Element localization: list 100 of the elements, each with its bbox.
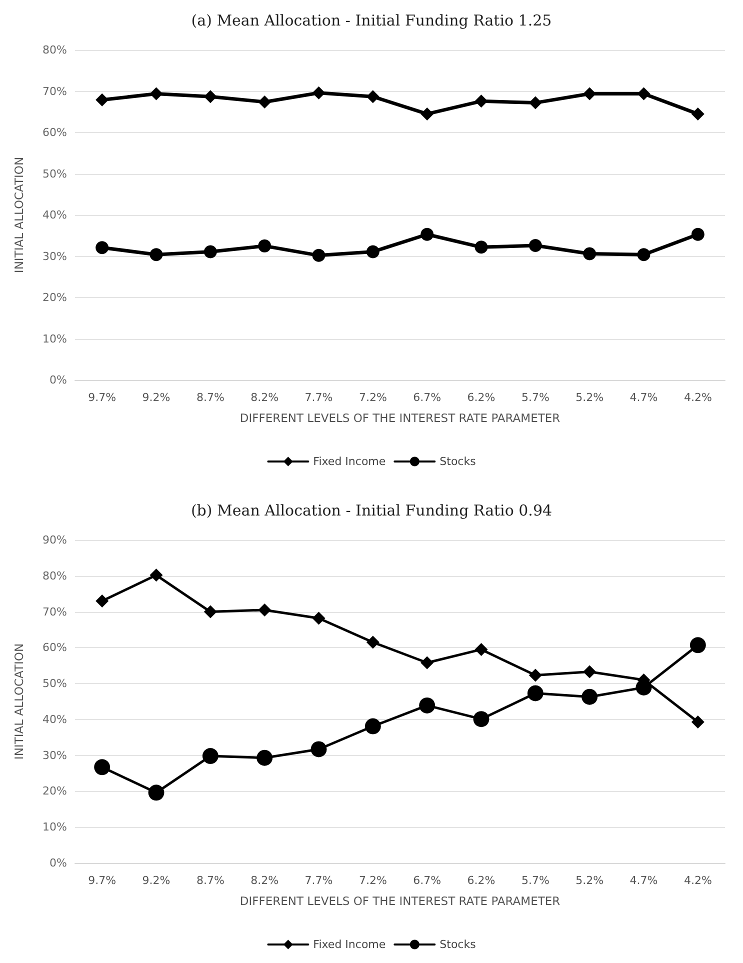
point	[474, 240, 488, 254]
y-tick-label: 60%	[42, 126, 67, 139]
point	[691, 228, 704, 241]
point	[96, 93, 109, 106]
point	[420, 228, 434, 241]
chart-title: (a) Mean Allocation - Initial Funding Ratio 1.25	[191, 12, 552, 30]
x-tick-label: 4.2%	[684, 391, 712, 404]
y-tick-label: 20%	[42, 291, 67, 304]
x-tick-label: 5.2%	[576, 874, 604, 887]
y-tick-label: 10%	[42, 332, 67, 346]
y-tick-label: 10%	[42, 820, 67, 834]
y-tick-label: 50%	[42, 167, 67, 180]
point	[96, 241, 109, 254]
chart-title: (b) Mean Allocation - Initial Funding Ratio 0.94	[190, 502, 552, 520]
legend-label: Stocks	[440, 455, 476, 468]
point	[96, 594, 109, 608]
point	[528, 96, 542, 110]
point	[364, 718, 381, 734]
point	[256, 750, 273, 766]
x-tick-label: 7.2%	[358, 391, 387, 404]
point	[94, 759, 110, 776]
point	[258, 95, 272, 108]
y-tick-label: 90%	[42, 534, 67, 546]
point	[204, 245, 217, 258]
point	[420, 656, 434, 670]
point	[419, 697, 436, 714]
point	[583, 247, 596, 260]
point	[637, 248, 650, 262]
point	[583, 665, 596, 678]
point	[150, 568, 163, 582]
point	[474, 94, 488, 108]
x-tick-label: 7.2%	[358, 874, 387, 887]
y-tick-label: 30%	[42, 748, 67, 762]
point	[202, 748, 218, 764]
x-tick-label: 6.2%	[467, 874, 496, 887]
point	[528, 239, 542, 252]
y-tick-label: 40%	[42, 712, 67, 726]
x-tick-label: 8.7%	[196, 874, 224, 887]
x-tick-label: 9.2%	[142, 874, 170, 887]
point	[204, 605, 217, 618]
y-tick-label: 80%	[42, 44, 67, 56]
y-tick-label: 70%	[42, 605, 67, 618]
y-tick-label: 20%	[42, 784, 67, 798]
x-tick-label: 6.7%	[413, 391, 442, 404]
point	[473, 711, 490, 728]
y-axis-title: INITIAL ALLOCATION	[12, 156, 26, 274]
legend-label: Stocks	[440, 938, 476, 951]
point	[583, 87, 596, 100]
x-tick-label: 8.2%	[250, 874, 279, 887]
x-tick-label: 9.7%	[88, 391, 116, 404]
point	[150, 87, 163, 100]
y-tick-label: 40%	[42, 208, 67, 222]
x-tick-label: 9.7%	[88, 874, 116, 887]
x-tick-label: 4.2%	[684, 874, 712, 887]
point	[312, 612, 326, 625]
x-tick-label: 6.2%	[467, 391, 496, 404]
point	[310, 741, 327, 758]
x-tick-label: 8.2%	[250, 391, 279, 404]
point	[582, 688, 598, 705]
y-axis-title: INITIAL ALLOCATION	[12, 643, 26, 760]
point	[691, 715, 704, 728]
x-tick-label: 5.7%	[521, 874, 550, 887]
y-tick-label: 30%	[42, 250, 67, 263]
point	[258, 239, 272, 252]
legend-label: Fixed Income	[313, 455, 386, 468]
point	[204, 90, 217, 104]
point	[366, 245, 380, 258]
x-tick-label: 7.7%	[304, 874, 333, 887]
point	[312, 86, 326, 100]
x-tick-label: 9.2%	[142, 391, 170, 404]
x-tick-label: 7.7%	[304, 391, 333, 404]
y-tick-label: 70%	[42, 84, 67, 98]
point	[312, 248, 326, 262]
point	[420, 107, 434, 120]
x-axis-title: DIFFERENT LEVELS OF THE INTEREST RATE PARAMETER	[240, 411, 560, 425]
point	[527, 685, 544, 702]
point	[366, 636, 380, 649]
point	[366, 90, 380, 104]
point	[637, 87, 650, 100]
x-tick-label: 5.7%	[521, 391, 550, 404]
point	[636, 680, 652, 696]
y-tick-label: 0%	[50, 374, 67, 386]
x-tick-label: 6.7%	[413, 874, 442, 887]
point	[528, 668, 542, 682]
x-axis-title: DIFFERENT LEVELS OF THE INTEREST RATE PARAMETER	[240, 894, 560, 908]
point	[148, 784, 164, 801]
y-tick-label: 60%	[42, 641, 67, 654]
point	[474, 642, 488, 656]
legend-label: Fixed Income	[313, 938, 386, 951]
x-tick-label: 4.7%	[630, 874, 658, 887]
y-tick-label: 50%	[42, 677, 67, 690]
point	[691, 107, 704, 120]
point	[150, 248, 163, 262]
x-tick-label: 4.7%	[630, 391, 658, 404]
x-tick-label: 5.2%	[576, 391, 604, 404]
point	[690, 637, 706, 654]
point	[258, 603, 272, 616]
y-tick-label: 0%	[50, 856, 67, 870]
x-tick-label: 8.7%	[196, 391, 224, 404]
y-tick-label: 80%	[42, 569, 67, 582]
